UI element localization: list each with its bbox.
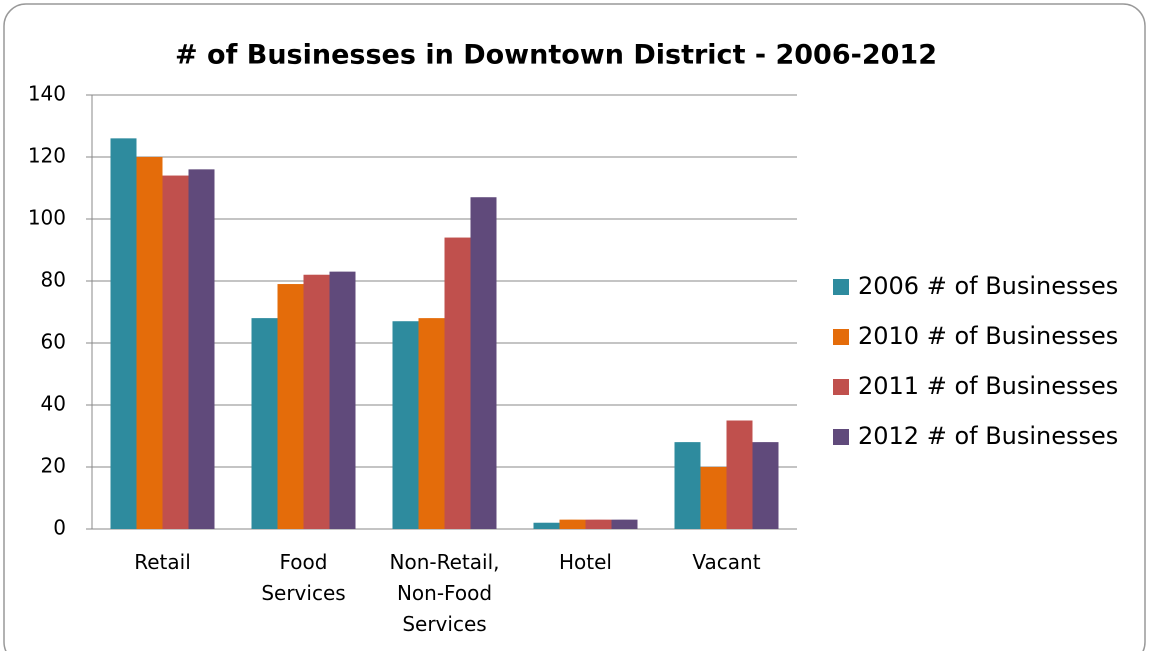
bar-shine	[392, 321, 419, 529]
legend-label: 2011 # of Businesses	[858, 372, 1118, 400]
bar-shine	[329, 271, 356, 529]
x-tick-label: Vacant	[692, 550, 760, 574]
legend-swatch	[833, 329, 849, 345]
y-tick-label: 20	[41, 454, 66, 478]
y-tick-label: 40	[41, 392, 66, 416]
y-tick-label: 100	[28, 206, 66, 230]
bar-shine	[752, 442, 779, 529]
legend-label: 2010 # of Businesses	[858, 322, 1118, 350]
y-tick-label: 120	[28, 144, 66, 168]
x-tick-label: Retail	[134, 550, 191, 574]
bar-shine	[611, 519, 638, 529]
x-tick-label: Food Services	[261, 550, 345, 605]
y-tick-label: 0	[53, 516, 66, 540]
bar-shine	[136, 157, 163, 529]
legend-swatch	[833, 279, 849, 295]
legend-swatch	[833, 429, 849, 445]
legend-label: 2006 # of Businesses	[858, 272, 1118, 300]
bar-shine	[470, 197, 497, 530]
legend-swatch	[833, 379, 849, 395]
chart-title: # of Businesses in Downtown District - 2…	[175, 40, 937, 71]
bar-shine	[418, 318, 445, 529]
bar-shine	[444, 237, 471, 529]
bar-shine	[674, 442, 701, 529]
y-tick-label: 80	[41, 268, 66, 292]
bar-shine	[162, 175, 189, 529]
bar-shine	[559, 519, 586, 529]
bar-shine	[251, 318, 278, 529]
bar-shine	[277, 284, 304, 529]
bar-shine	[700, 467, 727, 529]
bar-shine	[533, 522, 560, 529]
x-tick-label: Non-Retail, Non-Food Services	[390, 550, 500, 636]
bar-shine	[110, 138, 137, 529]
y-tick-label: 60	[41, 330, 66, 354]
bar-shine	[585, 519, 612, 529]
legend-label: 2012 # of Businesses	[858, 422, 1118, 450]
bar-shine	[726, 420, 753, 529]
y-tick-label: 140	[28, 82, 66, 106]
bar-shine	[303, 274, 330, 529]
x-tick-label: Hotel	[559, 550, 612, 574]
bar-shine	[188, 169, 215, 529]
